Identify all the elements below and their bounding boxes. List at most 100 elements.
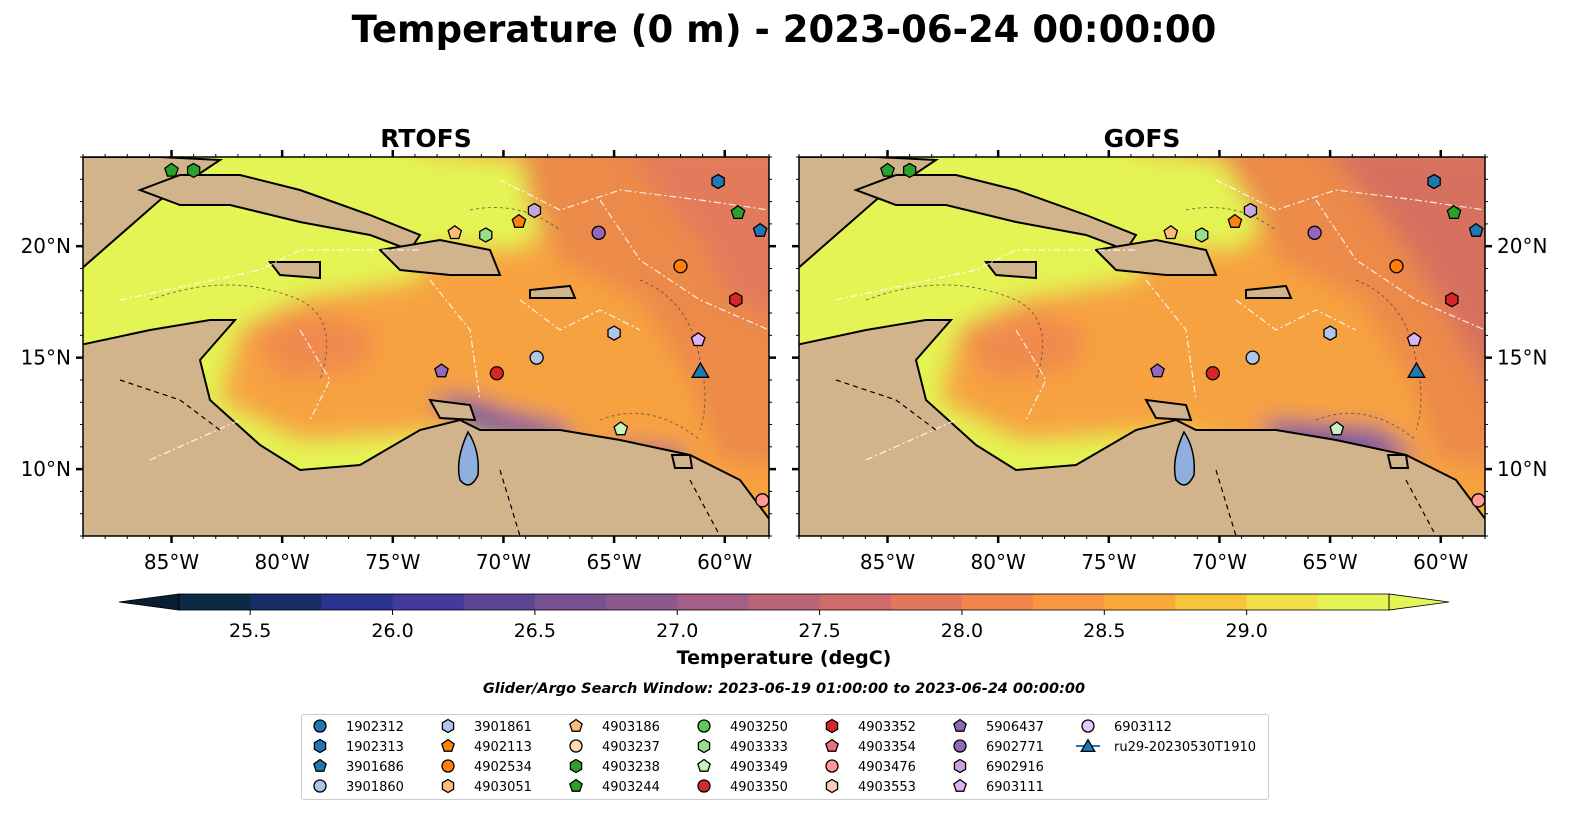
legend-entry: 4903354 — [825, 738, 916, 755]
map-panel-gofs: GOFS — [792, 124, 1547, 574]
float-marker-4903244 — [164, 162, 179, 177]
float-marker-1902313 — [711, 173, 725, 190]
x-tick-label: 80°W — [971, 550, 1026, 574]
colorbar-segment — [321, 594, 394, 610]
colorbar-segment — [534, 594, 607, 610]
legend-marker — [953, 758, 967, 774]
legend-label: 6903112 — [1114, 720, 1172, 735]
float-marker-3901860 — [529, 350, 544, 365]
legend-marker — [825, 778, 839, 794]
legend-label: 4903238 — [602, 760, 660, 775]
legend-entry: 4903553 — [825, 778, 916, 795]
colorbar-tick-label: 25.5 — [229, 620, 271, 642]
legend-label: 4903250 — [730, 720, 788, 735]
x-tick-label: 65°W — [586, 550, 641, 574]
legend-marker — [953, 778, 967, 792]
legend-entry: 4903238 — [569, 758, 660, 775]
legend-marker — [569, 778, 583, 792]
y-tick-label: 10°N — [1497, 457, 1547, 481]
colorbar-tick-label: 27.0 — [656, 620, 698, 642]
panel-title-gofs: GOFS — [1104, 124, 1181, 153]
colorbar-tick-label: 27.5 — [798, 620, 840, 642]
legend-entry: 4903051 — [441, 778, 532, 795]
x-tick-label: 85°W — [860, 550, 915, 574]
legend-entry: 4903237 — [569, 739, 660, 755]
legend-label: 4902534 — [474, 760, 532, 775]
float-marker-4903244 — [1446, 204, 1462, 220]
legend-entry: 5906437 — [953, 718, 1044, 735]
colorbar-segment — [961, 594, 1034, 610]
legend-entry: 4903352 — [825, 718, 916, 735]
temperature-field — [940, 157, 1485, 520]
colorbar-segment — [1317, 594, 1390, 610]
legend-marker — [953, 718, 967, 732]
legend-entry: 4903186 — [569, 718, 660, 735]
colorbar-segment — [1104, 594, 1177, 610]
float-marker-5906437 — [1150, 363, 1165, 378]
float-marker-3901686 — [1468, 222, 1484, 237]
bathymetry-contours — [865, 207, 1422, 441]
float-marker-4903186 — [447, 224, 463, 240]
eez-boundaries — [119, 179, 769, 461]
float-marker-4903350 — [1205, 366, 1220, 381]
legend-entry: 6902916 — [953, 758, 1044, 775]
legend-marker — [441, 718, 455, 734]
legend-marker — [441, 738, 455, 752]
legend-marker — [697, 738, 711, 754]
x-tick-label: 80°W — [255, 550, 310, 574]
colorbar-segment — [392, 594, 465, 610]
legend-marker — [1080, 738, 1096, 753]
lake-maracaibo — [1173, 430, 1196, 486]
legend-label: 4903350 — [730, 780, 788, 795]
search-window-caption: Glider/Argo Search Window: 2023-06-19 01… — [483, 681, 1085, 697]
legend-marker — [825, 759, 839, 773]
lake-maracaibo — [457, 430, 480, 486]
glider-marker — [1406, 361, 1426, 378]
legend-label: 4903352 — [858, 720, 916, 735]
legend-entry: 3901861 — [441, 718, 532, 735]
axis-ticks: 85°W 80°W 75°W 70°W 65°W 60°W 20°N 15°N 10°N — [21, 150, 776, 574]
legend-marker — [441, 759, 455, 773]
country-borders — [835, 379, 1437, 536]
colorbar-segment — [748, 594, 821, 610]
legend-label: 1902313 — [346, 740, 404, 755]
colorbar-tick-label: 26.5 — [514, 620, 556, 642]
float-marker-4902534 — [673, 259, 688, 274]
bathymetry-contours — [149, 207, 706, 441]
float-marker-6903111 — [690, 332, 706, 347]
legend-marker — [953, 739, 967, 753]
float-marker-4903333 — [479, 227, 493, 243]
legend-label: 3901686 — [346, 760, 404, 775]
legend-entry: 4903333 — [697, 738, 788, 755]
legend-entry: 4903244 — [569, 778, 660, 795]
float-marker-4903244 — [730, 204, 746, 220]
y-tick-label: 10°N — [21, 457, 71, 481]
legend-marker — [825, 738, 839, 752]
legend-label: 1902312 — [346, 720, 404, 735]
colorbar: 25.5 26.0 26.5 27.0 27.5 28.0 28.5 29.0 — [118, 593, 1450, 642]
colorbar-tick-label: 29.0 — [1225, 620, 1267, 642]
legend-entry: 6902771 — [953, 739, 1044, 755]
colorbar-segment — [1246, 594, 1319, 610]
colorbar-segment — [1175, 594, 1248, 610]
float-marker-4903238 — [902, 162, 917, 179]
float-marker-6902916 — [527, 202, 542, 219]
legend-label: 3901860 — [346, 780, 404, 795]
legend-entry: 1902313 — [313, 738, 404, 755]
legend-marker — [697, 719, 711, 733]
y-tick-label: 15°N — [1497, 346, 1547, 370]
panel-frame — [82, 156, 770, 537]
float-marker-4902534 — [1389, 259, 1404, 274]
float-marker-4903476 — [1471, 493, 1485, 508]
colorbar-extend-low — [118, 593, 180, 611]
legend-label: 5906437 — [986, 720, 1044, 735]
panel-frame — [798, 156, 1486, 537]
colorbar-segment — [890, 594, 963, 610]
colorbar-tick-label: 28.5 — [1083, 620, 1125, 642]
colorbar-segment — [250, 594, 322, 610]
legend-entry: 4903350 — [697, 779, 788, 795]
legend-entries: 1902312 1902313 3901686 3901860 3901861 49021… — [313, 718, 1256, 795]
float-marker-3901686 — [752, 222, 768, 237]
legend-label: 6902771 — [986, 740, 1044, 755]
